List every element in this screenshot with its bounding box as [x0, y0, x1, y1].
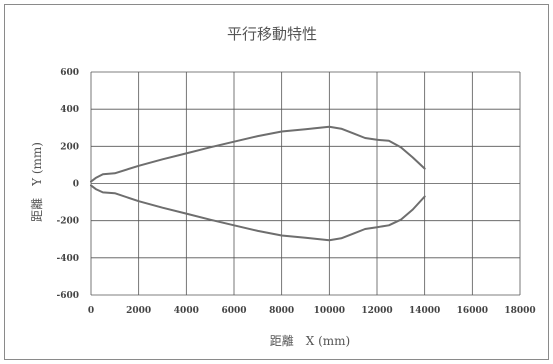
x-axis-ticks: 0 2000 4000 6000 8000 10000 12000 14000 16000 180…: [88, 306, 536, 316]
upper-trajectory-line: [90, 125, 426, 183]
x-tick-label: 0: [88, 306, 94, 316]
y-tick-label: 600: [60, 68, 79, 78]
y-tick-label: -600: [56, 291, 79, 301]
y-tick-label: -400: [56, 254, 79, 264]
chart-title: 平行移動特性: [227, 25, 317, 43]
x-tick-label: 10000: [314, 306, 345, 316]
series-group: [90, 125, 426, 242]
x-tick-label: 14000: [409, 306, 440, 316]
x-tick-label: 18000: [504, 306, 535, 316]
x-tick-label: 16000: [457, 306, 488, 316]
lower-trajectory-line: [90, 184, 426, 242]
y-tick-label: -200: [56, 217, 79, 227]
y-axis-ticks: -600 -400 -200 0 200 400 600: [56, 68, 79, 301]
y-tick-label: 0: [73, 180, 79, 190]
x-axis-title: 距離 X (mm): [270, 334, 350, 348]
y-tick-label: 200: [60, 142, 79, 152]
chart-frame: 平行移動特性 0 2000 4000 6000 8000 10000 12000 14000 1…: [4, 4, 549, 360]
x-tick-label: 2000: [126, 306, 151, 316]
y-axis-title: 距離 Y (mm): [30, 142, 44, 222]
x-tick-label: 8000: [269, 306, 294, 316]
x-tick-label: 6000: [221, 306, 246, 316]
x-tick-label: 12000: [361, 306, 392, 316]
line-chart: 平行移動特性 0 2000 4000 6000 8000 10000 12000 14000 1…: [30, 25, 536, 348]
x-tick-label: 4000: [174, 306, 199, 316]
grid: [90, 71, 521, 296]
y-tick-label: 400: [60, 105, 79, 115]
